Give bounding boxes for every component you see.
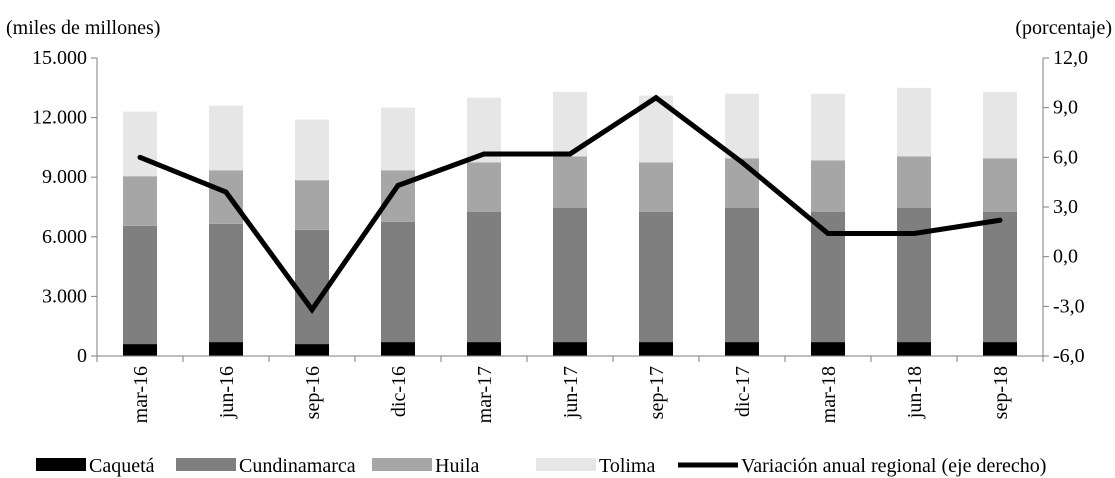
right-axis-tick-label: 6,0 (1053, 146, 1078, 168)
right-axis-tick-label: 12,0 (1053, 47, 1088, 69)
bar-1-2 (295, 229, 329, 345)
right-axis-tick-label: 0,0 (1053, 246, 1078, 268)
bar-3-0 (123, 111, 157, 177)
line-point-0 (137, 154, 143, 160)
bar-3-9 (897, 87, 931, 157)
bar-2-0 (123, 176, 157, 226)
bar-2-1 (209, 170, 243, 224)
line-point-10 (997, 217, 1003, 223)
legend-swatch-0 (36, 458, 86, 471)
bar-0-9 (897, 342, 931, 356)
bar-3-2 (295, 119, 329, 181)
right-axis-tick-label: -3,0 (1053, 295, 1085, 317)
right-axis-tick-label: -6,0 (1053, 345, 1085, 367)
line-point-2 (309, 307, 315, 313)
bar-2-10 (983, 158, 1017, 212)
line-point-8 (825, 230, 831, 236)
bar-2-3 (381, 170, 415, 222)
line-point-1 (223, 189, 229, 195)
left-axis: 0 3.000 6.000 9.000 12.000 15.000 (32, 47, 98, 367)
legend-label-1: Cundinamarca (239, 455, 356, 477)
bar-0-0 (123, 344, 157, 356)
right-axis: -6,0 -3,0 0,0 3,0 6,0 9,0 12,0 (1042, 47, 1088, 367)
right-axis-tick-label: 3,0 (1053, 196, 1078, 218)
line-point-5 (567, 151, 573, 157)
bar-2-9 (897, 156, 931, 208)
right-axis-tick-label: 9,0 (1053, 97, 1078, 119)
line-point-9 (911, 230, 917, 236)
bar-1-6 (639, 211, 673, 343)
bar-0-7 (725, 342, 759, 356)
x-tick-label: sep-17 (646, 366, 668, 419)
line-point-3 (395, 182, 401, 188)
left-axis-tick-label: 12.000 (32, 107, 87, 129)
bar-1-4 (467, 211, 501, 343)
legend-label-0: Caquetá (89, 455, 155, 477)
line-point-7 (739, 159, 745, 165)
bar-0-8 (811, 342, 845, 356)
bar-1-9 (897, 207, 931, 343)
bar-0-10 (983, 342, 1017, 356)
x-tick-label: dic-17 (732, 366, 754, 417)
bar-2-2 (295, 180, 329, 230)
x-tick-label: jun-16 (216, 366, 238, 419)
bar-2-6 (639, 162, 673, 212)
line-group (137, 94, 1003, 314)
bar-2-4 (467, 162, 501, 212)
left-axis-tick-label: 9.000 (42, 166, 87, 188)
bar-1-7 (725, 207, 759, 343)
bar-0-2 (295, 344, 329, 356)
bar-0-1 (209, 342, 243, 356)
x-tick-label: mar-16 (130, 366, 152, 423)
x-tick-label: jun-18 (904, 366, 926, 419)
legend-label-4: Variación anual regional (eje derecho) (741, 455, 1046, 477)
bar-0-3 (381, 342, 415, 356)
x-tick-label: dic-16 (388, 366, 410, 417)
legend-swatch-1 (176, 458, 236, 471)
bar-0-4 (467, 342, 501, 356)
x-tick-label: sep-18 (990, 366, 1012, 419)
legend-swatch-3 (536, 458, 596, 471)
bar-0-5 (553, 342, 587, 356)
bars-group (123, 87, 1017, 356)
bar-2-8 (811, 160, 845, 212)
x-tick-label: mar-17 (474, 366, 496, 423)
bar-3-10 (983, 91, 1017, 159)
left-axis-tick-label: 6.000 (42, 226, 87, 248)
bar-1-10 (983, 211, 1017, 343)
bar-1-3 (381, 221, 415, 343)
legend-label-2: Huila (435, 455, 480, 477)
bar-2-7 (725, 158, 759, 208)
bar-1-1 (209, 223, 243, 343)
bar-3-7 (725, 93, 759, 159)
left-axis-tick-label: 3.000 (42, 285, 87, 307)
line-point-4 (481, 151, 487, 157)
left-axis-tick-label: 15.000 (32, 47, 87, 69)
legend-swatch-2 (372, 458, 432, 471)
x-axis: mar-16 jun-16 sep-16 dic-16 mar-17 jun-17 sep-… (96, 355, 1044, 423)
legend: Caquetá Cundinamarca Huila Tolima Variación … (36, 455, 1046, 477)
bar-1-0 (123, 225, 157, 345)
x-tick-label: sep-16 (302, 366, 324, 419)
bar-0-6 (639, 342, 673, 356)
bar-3-1 (209, 105, 243, 171)
bar-1-5 (553, 207, 587, 343)
x-tick-label: mar-18 (818, 366, 840, 423)
bar-3-3 (381, 107, 415, 171)
legend-label-3: Tolima (599, 455, 655, 477)
right-axis-label: (porcentaje) (1015, 17, 1112, 39)
bar-2-5 (553, 156, 587, 208)
left-axis-tick-label: 0 (77, 345, 87, 367)
left-axis-label: (miles de millones) (6, 17, 160, 39)
x-tick-label: jun-17 (560, 366, 582, 419)
bar-3-8 (811, 93, 845, 161)
line-point-6 (653, 95, 659, 101)
